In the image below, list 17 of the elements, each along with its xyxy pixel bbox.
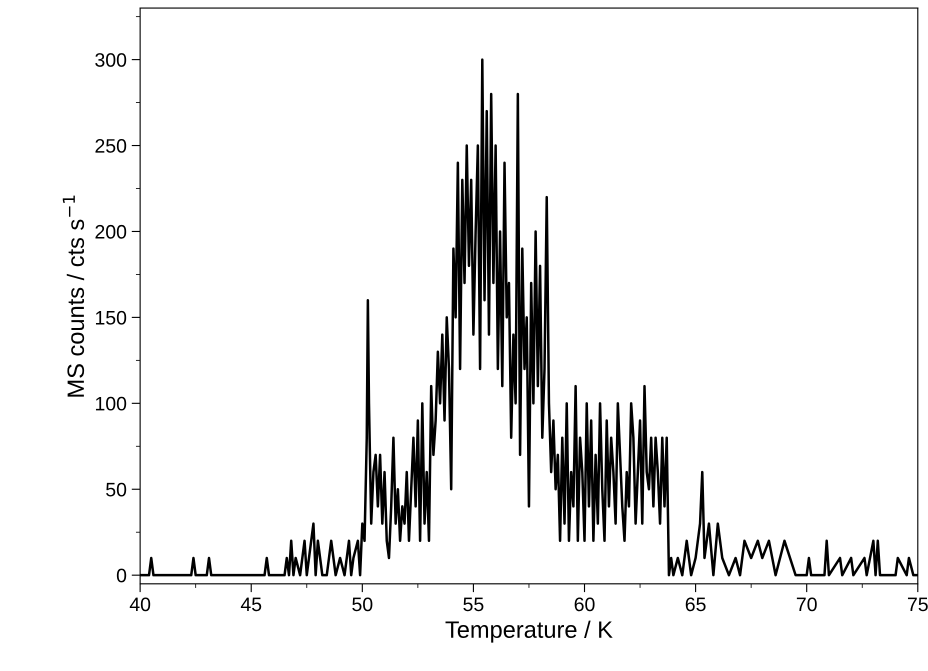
x-tick-label: 60 [574, 597, 595, 612]
x-axis-title: Temperature / K [446, 620, 613, 643]
x-tick-label: 70 [796, 597, 817, 612]
y-tick-label: 100 [96, 396, 126, 411]
x-tick-label: 75 [908, 598, 928, 612]
y-axis-title: MS counts / cts s$^{−1}$ [62, 196, 84, 397]
y-tick-label: 0 [116, 568, 126, 582]
x-tick-label: 55 [463, 598, 484, 612]
y-tick-label: 150 [96, 310, 126, 325]
x-tick-label: 65 [686, 597, 706, 612]
y-tick-label: 200 [95, 224, 126, 239]
y-tick-label: 50 [106, 482, 126, 496]
x-tick-label: 50 [352, 597, 372, 612]
x-tick-label: 40 [130, 597, 150, 612]
y-tick-label: 300 [95, 53, 126, 67]
y-tick-label: 250 [95, 139, 126, 153]
x-tick-label: 45 [240, 598, 262, 612]
